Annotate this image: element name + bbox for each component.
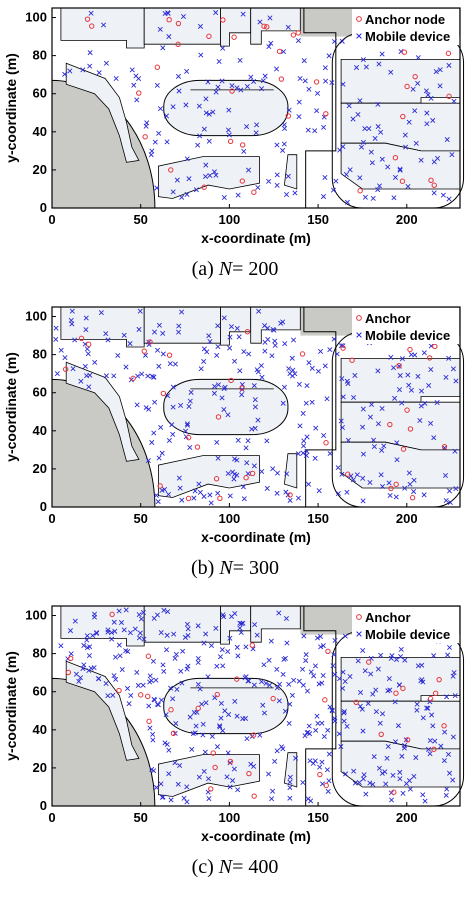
legend-anchor-label: Anchor node bbox=[365, 12, 445, 27]
caption-eq: = 200 bbox=[232, 258, 278, 280]
building-central bbox=[164, 80, 288, 135]
x-tick-label: 200 bbox=[396, 511, 418, 526]
x-tick-label: 200 bbox=[396, 212, 418, 227]
caption-var: N bbox=[219, 258, 232, 280]
x-tick-label: 150 bbox=[307, 810, 329, 825]
x-axis-label: x-coordinate (m) bbox=[201, 828, 311, 844]
y-tick-label: 20 bbox=[33, 162, 47, 177]
x-tick-label: 100 bbox=[219, 212, 241, 227]
y-tick-label: 80 bbox=[33, 646, 47, 661]
x-axis-label: x-coordinate (m) bbox=[201, 529, 311, 545]
legend-mobile-label: Mobile device bbox=[365, 328, 450, 343]
y-tick-label: 40 bbox=[33, 423, 47, 438]
x-tick-label: 50 bbox=[133, 511, 147, 526]
legend-mobile-label: Mobile device bbox=[365, 29, 450, 44]
scatter-plot-c: 0 50 100 150 200 0 20 40 60 80 100 x-coordinate (m)… bbox=[0, 598, 470, 854]
y-tick-label: 60 bbox=[33, 684, 47, 699]
legend-anchor-label: Anchor bbox=[365, 311, 411, 326]
panel-c: 0 50 100 150 200 0 20 40 60 80 100 x-coordinate (m)… bbox=[0, 598, 470, 897]
y-tick-label: 60 bbox=[33, 86, 47, 101]
legend-mobile-label: Mobile device bbox=[365, 627, 450, 642]
caption-prefix: (a) bbox=[192, 258, 214, 280]
caption-c: (c) N= 400 bbox=[0, 856, 470, 879]
x-tick-label: 100 bbox=[219, 511, 241, 526]
caption-eq: = 300 bbox=[233, 557, 279, 579]
y-tick-label: 60 bbox=[33, 385, 47, 400]
y-tick-label: 100 bbox=[25, 10, 47, 25]
scatter-plot-a: 0 50 100 150 200 0 20 40 60 80 100 x-coordinate (m)… bbox=[0, 0, 470, 256]
caption-a: (a) N= 200 bbox=[0, 258, 470, 281]
building-central bbox=[164, 678, 288, 733]
caption-var: N bbox=[219, 856, 232, 878]
x-tick-label: 50 bbox=[133, 212, 147, 227]
x-tick-label: 0 bbox=[48, 511, 55, 526]
caption-eq: = 400 bbox=[232, 856, 278, 878]
y-tick-label: 20 bbox=[33, 760, 47, 775]
y-axis-label: y-coordinate (m) bbox=[3, 651, 19, 761]
x-tick-label: 50 bbox=[133, 810, 147, 825]
y-tick-label: 20 bbox=[33, 461, 47, 476]
y-tick-label: 0 bbox=[40, 798, 47, 813]
y-axis-label: y-coordinate (m) bbox=[3, 352, 19, 462]
caption-b: (b) N= 300 bbox=[0, 557, 470, 580]
caption-var: N bbox=[219, 557, 232, 579]
x-tick-label: 100 bbox=[219, 810, 241, 825]
y-tick-label: 0 bbox=[40, 499, 47, 514]
panel-b: 0 50 100 150 200 0 20 40 60 80 100 x-coordinate (m)… bbox=[0, 299, 470, 598]
y-tick-label: 0 bbox=[40, 200, 47, 215]
x-axis-label: x-coordinate (m) bbox=[201, 230, 311, 246]
x-tick-label: 0 bbox=[48, 810, 55, 825]
legend-anchor-label: Anchor bbox=[365, 610, 411, 625]
x-tick-label: 150 bbox=[307, 511, 329, 526]
y-tick-label: 100 bbox=[25, 608, 47, 623]
panel-a: 0 50 100 150 200 0 20 40 60 80 100 x-coordinate (m)… bbox=[0, 0, 470, 299]
y-tick-label: 80 bbox=[33, 347, 47, 362]
building-7 bbox=[341, 59, 460, 103]
caption-prefix: (c) bbox=[192, 856, 214, 878]
building-1 bbox=[144, 606, 220, 642]
caption-prefix: (b) bbox=[191, 557, 214, 579]
y-tick-label: 40 bbox=[33, 124, 47, 139]
x-tick-label: 150 bbox=[307, 212, 329, 227]
x-tick-label: 200 bbox=[396, 810, 418, 825]
y-axis-label: y-coordinate (m) bbox=[3, 53, 19, 163]
y-tick-label: 40 bbox=[33, 722, 47, 737]
y-tick-label: 80 bbox=[33, 48, 47, 63]
scatter-plot-b: 0 50 100 150 200 0 20 40 60 80 100 x-coordinate (m)… bbox=[0, 299, 470, 555]
y-tick-label: 100 bbox=[25, 309, 47, 324]
x-tick-label: 0 bbox=[48, 212, 55, 227]
